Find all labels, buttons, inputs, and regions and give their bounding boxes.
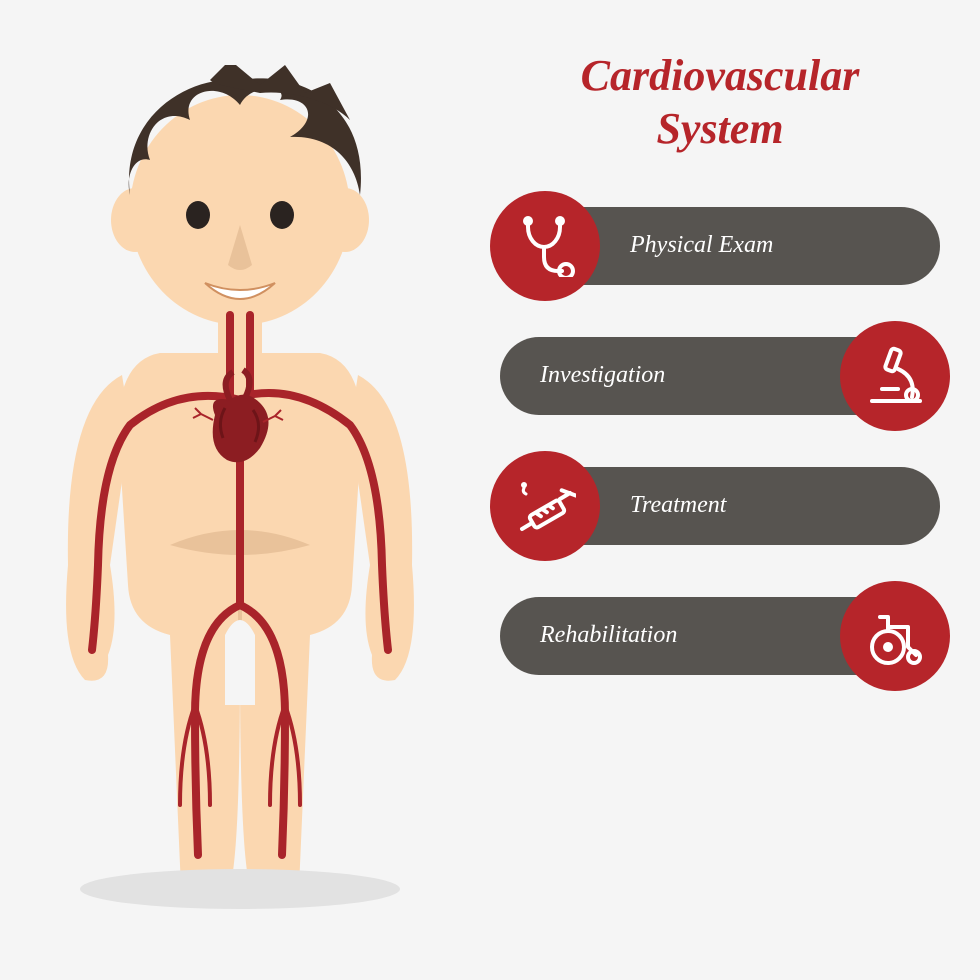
stethoscope-icon — [490, 191, 600, 301]
wheelchair-icon — [840, 581, 950, 691]
human-figure — [30, 65, 450, 915]
info-item-label: Physical Exam — [630, 232, 773, 259]
page-title: Cardiovascular System — [500, 50, 940, 156]
info-panel: Cardiovascular System Physical Exam Inves… — [480, 0, 980, 980]
info-item: Investigation — [500, 326, 940, 426]
info-item: Treatment — [500, 456, 940, 556]
item-list: Physical Exam Investigation Treatment Rehab… — [500, 196, 940, 686]
microscope-icon — [840, 321, 950, 431]
figure-shadow — [80, 869, 400, 909]
info-item: Physical Exam — [500, 196, 940, 296]
info-item-label: Investigation — [540, 362, 665, 389]
info-item-bar: Treatment — [540, 467, 940, 545]
info-item: Rehabilitation — [500, 586, 940, 686]
syringe-icon — [490, 451, 600, 561]
info-item-label: Treatment — [630, 492, 726, 519]
title-line-2: System — [656, 104, 783, 153]
info-item-bar: Physical Exam — [540, 207, 940, 285]
info-item-label: Rehabilitation — [540, 622, 677, 649]
title-line-1: Cardiovascular — [581, 51, 860, 100]
anatomy-figure-panel — [0, 0, 480, 980]
